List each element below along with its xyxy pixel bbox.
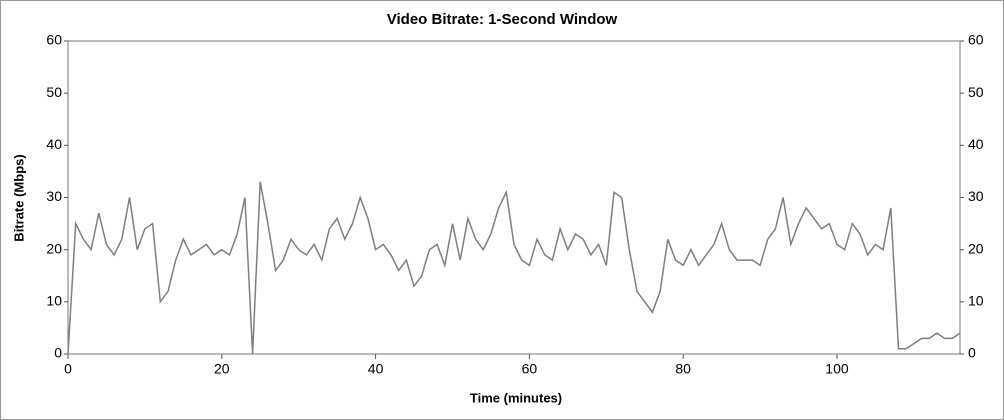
y-tick-label: 60: [46, 32, 62, 48]
x-tick-label: 100: [825, 361, 849, 377]
x-axis-title: Time (minutes): [470, 390, 562, 405]
y-tick-label: 20: [46, 240, 62, 256]
y-tick-label: 40: [46, 136, 62, 152]
plot-area: [67, 40, 961, 355]
data-line: [67, 181, 961, 355]
y-axis-title: Bitrate (Mbps): [11, 154, 26, 241]
y2-tick-label: 30: [968, 188, 984, 204]
y2-tick-label: 50: [968, 84, 984, 100]
y-tick-label: 0: [54, 345, 62, 361]
y-tick-label: 10: [46, 293, 62, 309]
x-tick-label: 40: [368, 361, 384, 377]
y2-tick-label: 20: [968, 240, 984, 256]
x-tick-label: 80: [675, 361, 691, 377]
x-tick-label: 20: [214, 361, 230, 377]
x-tick-label: 60: [522, 361, 538, 377]
y2-tick-label: 10: [968, 293, 984, 309]
y2-tick-label: 40: [968, 136, 984, 152]
y-tick-label: 30: [46, 188, 62, 204]
y2-tick-label: 0: [968, 345, 976, 361]
x-tick-label: 0: [64, 361, 72, 377]
y-tick-label: 50: [46, 84, 62, 100]
y2-tick-label: 60: [968, 32, 984, 48]
chart-title: Video Bitrate: 1-Second Window: [387, 11, 618, 28]
